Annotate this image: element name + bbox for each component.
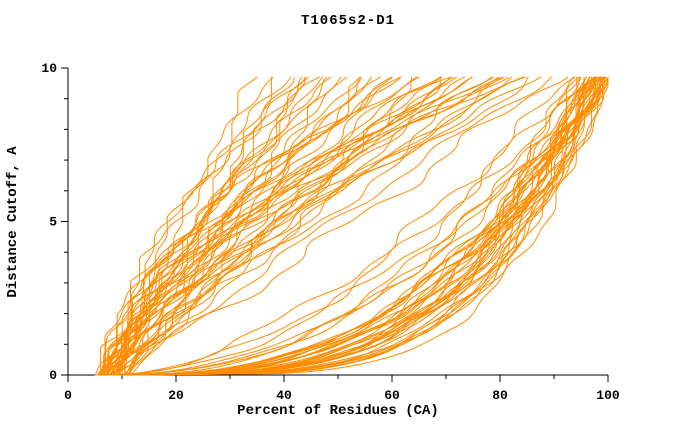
model-curve (101, 76, 597, 376)
model-curve (112, 76, 457, 376)
model-curve (113, 76, 609, 376)
model-curve (129, 76, 505, 376)
x-tick-label: 80 (492, 388, 508, 403)
model-curve (106, 76, 569, 376)
model-curve (118, 76, 500, 376)
model-curve (110, 76, 609, 376)
model-curve (124, 76, 454, 376)
model-curve (105, 76, 582, 376)
x-axis-label: Percent of Residues (CA) (237, 403, 439, 419)
x-tick-label: 20 (168, 388, 184, 403)
model-curve (117, 76, 392, 376)
model-curve (109, 76, 609, 376)
model-curve (108, 76, 492, 376)
model-curve (129, 76, 597, 376)
model-curve (99, 76, 393, 376)
y-tick-label: 0 (49, 368, 57, 383)
model-curve (113, 76, 580, 376)
model-curve (116, 76, 323, 376)
model-curve (115, 76, 576, 376)
x-tick-label: 60 (384, 388, 400, 403)
model-curve (126, 76, 578, 376)
model-curve (124, 76, 579, 376)
model-curve (104, 76, 303, 376)
model-curve (108, 76, 503, 376)
model-curve (104, 76, 606, 376)
model-curve (125, 76, 542, 376)
model-curve (132, 76, 604, 376)
chart-title: T1065s2-D1 (301, 13, 395, 29)
model-curve (97, 76, 591, 376)
model-curve (118, 76, 604, 376)
model-curve (113, 76, 441, 376)
model-curve (105, 76, 306, 376)
y-tick-label: 5 (49, 215, 57, 230)
y-tick-label: 10 (41, 61, 57, 76)
model-curve (130, 76, 609, 376)
model-curve (108, 76, 585, 376)
model-curve (115, 76, 529, 376)
curve-lines (94, 76, 609, 376)
model-curve (107, 76, 595, 376)
x-tick-label: 0 (64, 388, 72, 403)
model-curve (99, 76, 274, 376)
model-curve (129, 76, 512, 376)
model-curve (130, 76, 552, 376)
model-curve (116, 76, 595, 376)
y-axis-label: Distance Cutoff, A (5, 146, 21, 298)
x-tick-label: 40 (276, 388, 292, 403)
model-curve (102, 76, 609, 376)
model-curve (103, 76, 402, 376)
x-tick-label: 100 (596, 388, 620, 403)
model-curve (97, 76, 320, 376)
model-curve (98, 76, 574, 376)
model-curve (107, 76, 465, 376)
model-curve (121, 76, 601, 376)
model-curve (115, 76, 602, 376)
model-curve (105, 76, 413, 376)
model-curve (118, 76, 604, 376)
model-curve (106, 76, 347, 376)
model-curve (99, 76, 295, 376)
